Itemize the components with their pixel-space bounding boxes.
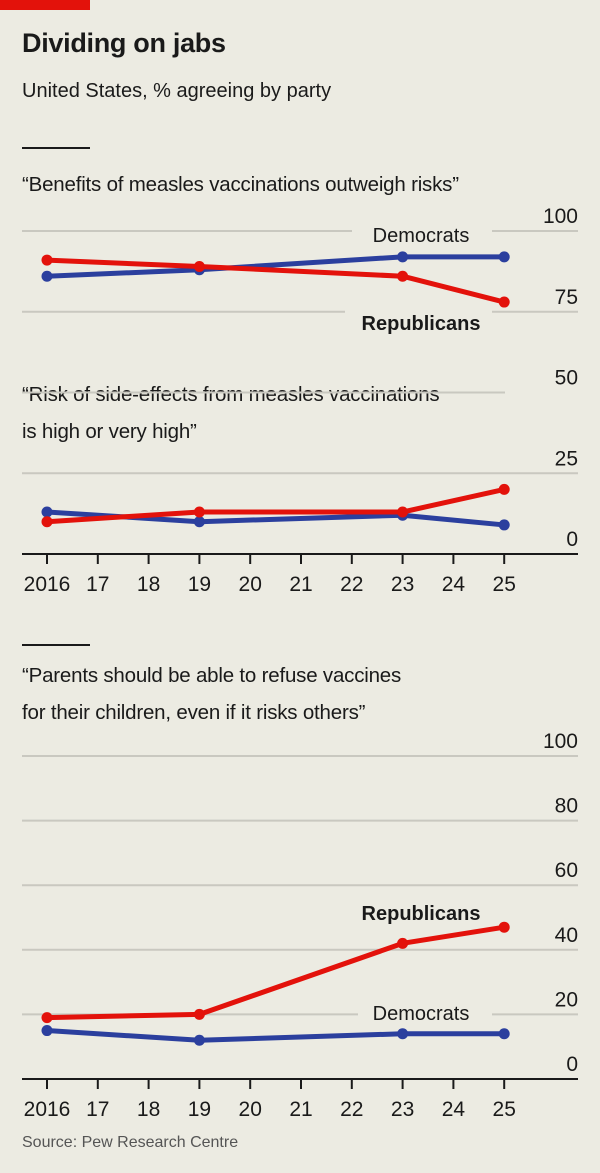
- series-label-democrats: Democrats: [373, 225, 470, 247]
- x-tick-label: 21: [289, 573, 312, 596]
- y-tick-label: 25: [555, 447, 578, 470]
- y-tick-label: 50: [555, 367, 578, 390]
- panel-2-title: “Risk of side-effects from measles vacci…: [22, 383, 440, 443]
- series-label-republicans: Republicans: [362, 903, 481, 925]
- data-point-democrats: [41, 1025, 53, 1037]
- x-tick-label: 2016: [24, 573, 71, 596]
- data-point-republicans: [41, 254, 53, 266]
- x-tick-label: 19: [188, 1098, 211, 1121]
- data-point-democrats: [498, 251, 510, 263]
- data-point-republicans: [397, 506, 409, 518]
- y-tick-label: 20: [555, 988, 578, 1011]
- data-point-republicans: [41, 1012, 53, 1024]
- chart-title: Dividing on jabs: [22, 28, 226, 58]
- panel-1-title: “Benefits of measles vaccinations outwei…: [22, 173, 459, 196]
- y-tick-label: 100: [543, 730, 578, 753]
- x-tick-label: 25: [493, 1098, 516, 1121]
- data-point-republicans: [498, 483, 510, 495]
- data-point-republicans: [397, 937, 409, 949]
- data-point-democrats: [41, 270, 53, 282]
- series-label-democrats: Democrats: [373, 1003, 470, 1025]
- x-tick-label: 22: [340, 573, 363, 596]
- series-line-republicans: [46, 924, 505, 1021]
- x-tick-label: 24: [442, 1098, 466, 1121]
- data-point-democrats: [193, 1034, 205, 1046]
- x-tick-label: 25: [493, 573, 516, 596]
- series-line-democrats: [46, 1028, 505, 1043]
- x-tick-label: 23: [391, 1098, 414, 1121]
- brand-bar: [0, 0, 90, 10]
- data-point-republicans: [498, 296, 510, 308]
- data-point-republicans: [397, 270, 409, 282]
- data-point-democrats: [397, 1028, 409, 1040]
- y-tick-label: 0: [566, 528, 578, 551]
- x-tick-label: 20: [239, 1098, 262, 1121]
- x-tick-label: 17: [86, 573, 109, 596]
- y-tick-label: 0: [566, 1053, 578, 1076]
- x-tick-label: 22: [340, 1098, 363, 1121]
- data-point-republicans: [498, 921, 510, 933]
- data-point-republicans: [193, 261, 205, 273]
- y-tick-label: 60: [555, 859, 578, 882]
- data-point-republicans: [193, 1008, 205, 1020]
- x-tick-label: 20: [239, 573, 262, 596]
- y-tick-label: 80: [555, 795, 578, 818]
- data-point-democrats: [397, 251, 409, 263]
- panel-divider: [22, 147, 90, 149]
- data-point-democrats: [498, 519, 510, 531]
- data-point-republicans: [41, 516, 53, 528]
- x-tick-label: 2016: [24, 1098, 71, 1121]
- series-line-republicans: [46, 257, 505, 305]
- x-tick-label: 23: [391, 573, 414, 596]
- series-label-republicans: Republicans: [362, 313, 481, 335]
- y-tick-label: 75: [555, 286, 578, 309]
- data-point-democrats: [498, 1028, 510, 1040]
- x-tick-label: 21: [289, 1098, 312, 1121]
- source-note: Source: Pew Research Centre: [22, 1134, 239, 1151]
- panel-3-title-line-1: “Parents should be able to refuse vaccin…: [22, 664, 402, 687]
- x-tick-label: 18: [137, 1098, 160, 1121]
- y-tick-label: 100: [543, 205, 578, 228]
- panel-3-title-line-2: for their children, even if it risks oth…: [22, 701, 366, 724]
- y-tick-label: 40: [555, 924, 578, 947]
- x-tick-label: 19: [188, 573, 211, 596]
- series-line-republicans: [46, 486, 505, 525]
- x-tick-label: 24: [442, 573, 466, 596]
- chart-subtitle: United States, % agreeing by party: [22, 80, 332, 102]
- data-point-democrats: [41, 506, 53, 518]
- data-point-democrats: [193, 516, 205, 528]
- panel-divider: [22, 644, 90, 646]
- series-line-democrats: [46, 254, 505, 279]
- x-tick-label: 18: [137, 573, 160, 596]
- x-tick-label: 17: [86, 1098, 109, 1121]
- data-point-republicans: [193, 506, 205, 518]
